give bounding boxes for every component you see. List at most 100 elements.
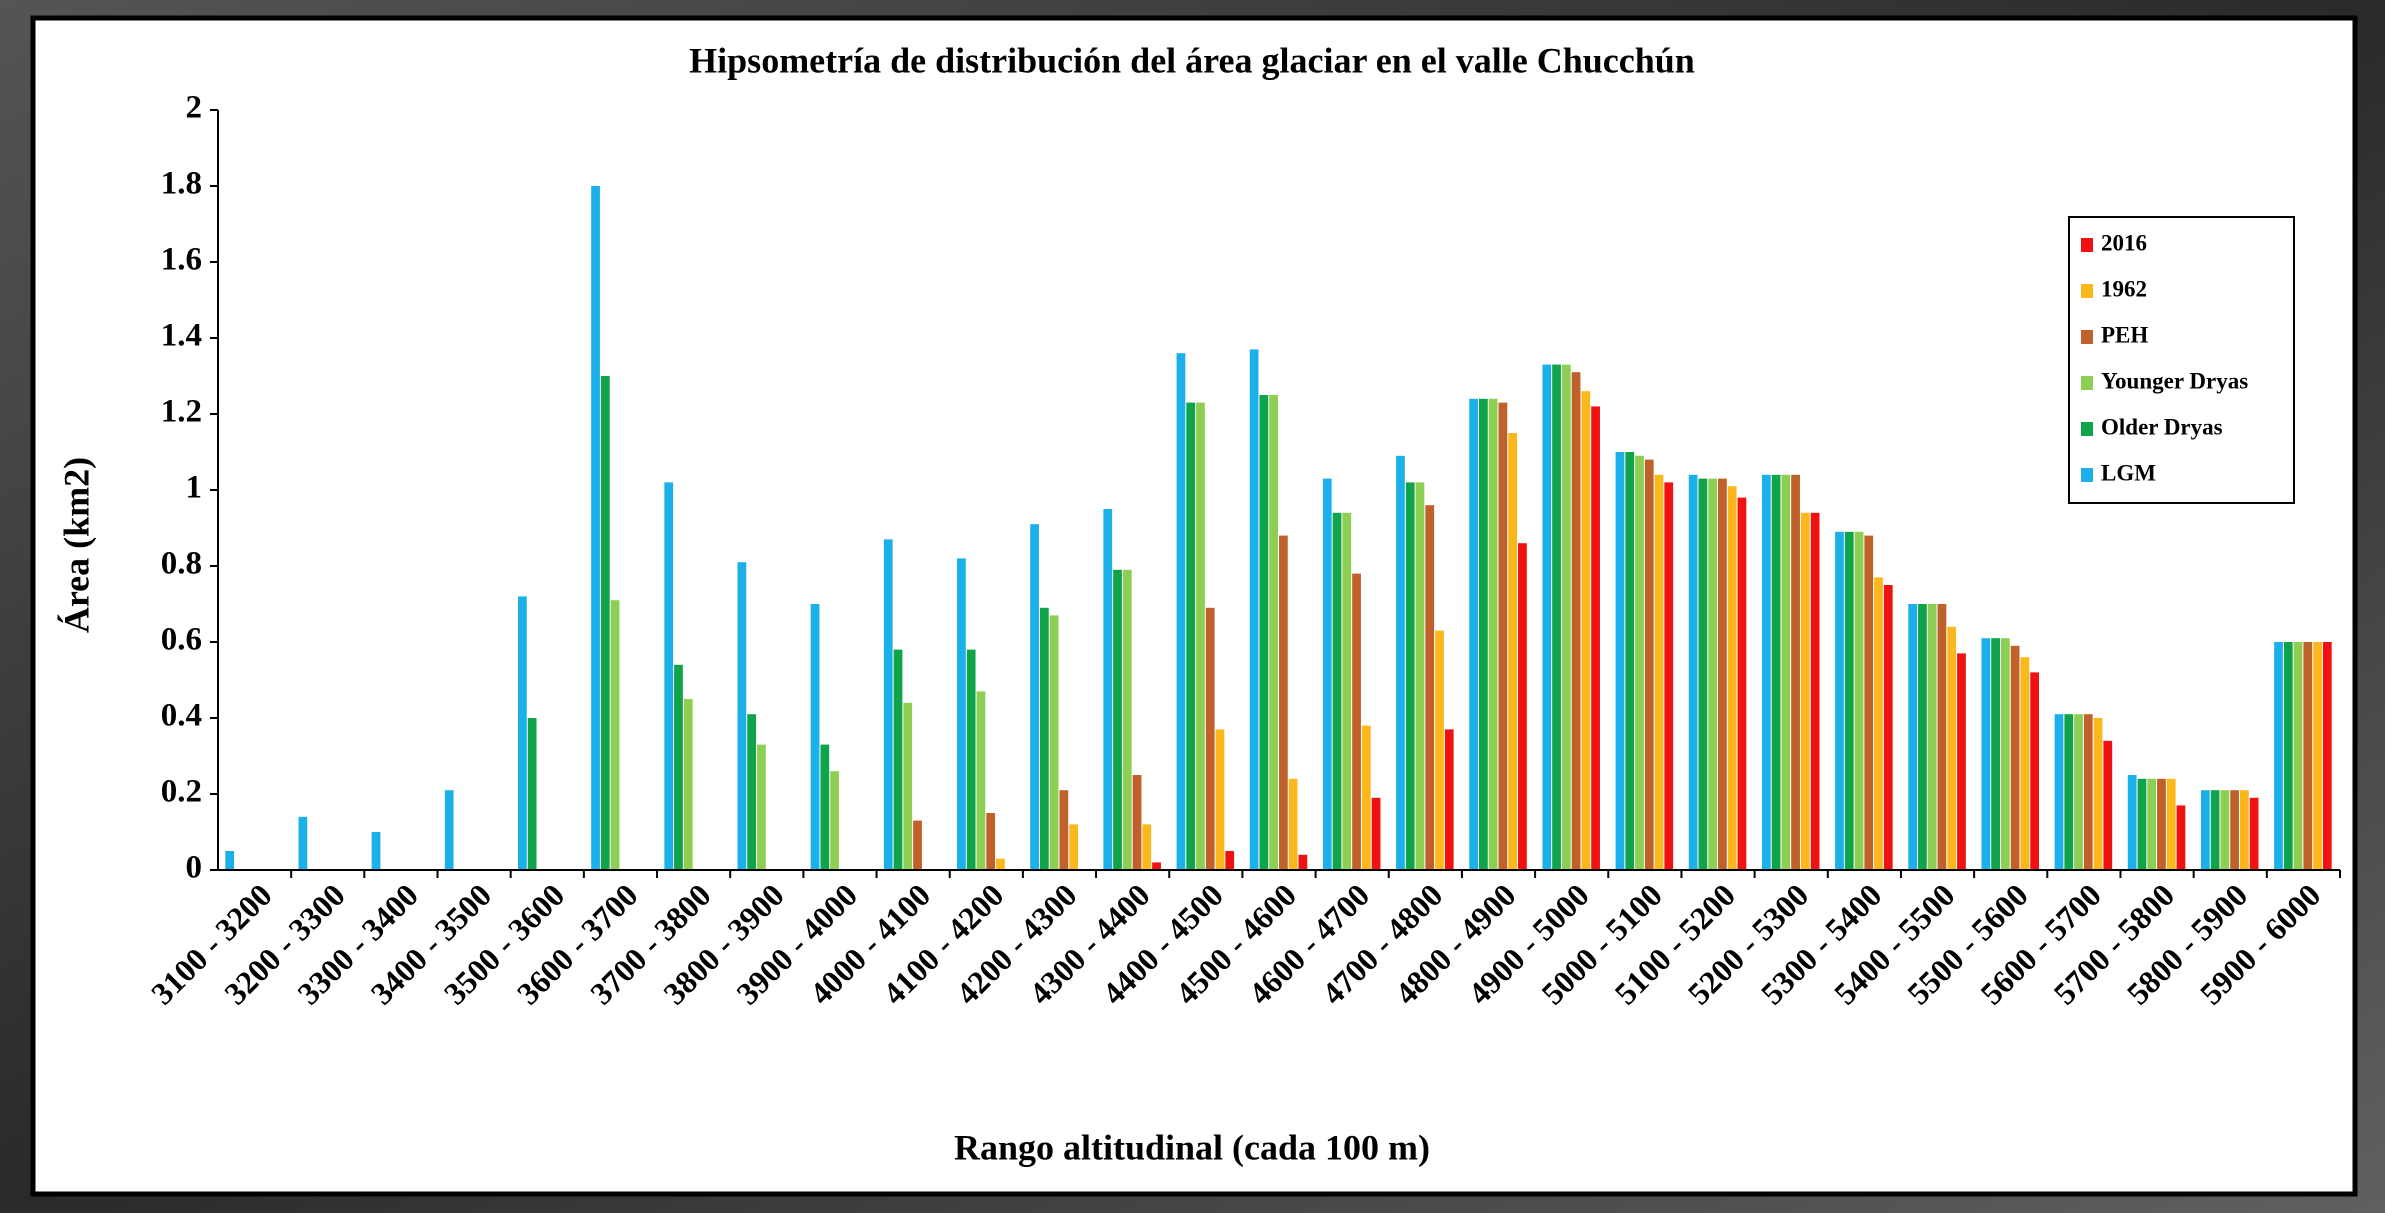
bar <box>518 596 527 870</box>
bar <box>2313 642 2322 870</box>
bar <box>1835 532 1844 870</box>
bar <box>1542 365 1551 870</box>
y-tick-label: 2 <box>186 90 203 126</box>
bar <box>1928 604 1937 870</box>
x-axis-title: Rango altitudinal (cada 100 m) <box>954 1127 1430 1167</box>
bar <box>1664 482 1673 870</box>
bar <box>1269 395 1278 870</box>
legend-swatch <box>2081 422 2093 436</box>
bar <box>1562 365 1571 870</box>
bar <box>1250 349 1259 870</box>
bar <box>1416 482 1425 870</box>
bar <box>1323 479 1332 870</box>
legend-label: 1962 <box>2101 276 2147 301</box>
bar <box>967 650 976 870</box>
legend-swatch <box>2081 468 2093 482</box>
bar <box>1225 851 1234 870</box>
bar <box>1781 475 1790 870</box>
bar <box>2094 718 2103 870</box>
bar <box>2020 657 2029 870</box>
bar <box>1811 513 1820 870</box>
bar <box>2323 642 2332 870</box>
bar <box>1299 855 1308 870</box>
bar <box>298 817 307 870</box>
bar <box>1845 532 1854 870</box>
bar <box>2128 775 2137 870</box>
y-axis-title: Área (km2) <box>56 457 96 633</box>
bar <box>1469 399 1478 870</box>
bar <box>1352 574 1361 870</box>
bar <box>1406 482 1415 870</box>
bar <box>2138 779 2147 870</box>
bar <box>1133 775 1142 870</box>
bar <box>225 851 234 870</box>
bar <box>684 699 693 870</box>
bar <box>1518 543 1527 870</box>
bar <box>2084 714 2093 870</box>
bar <box>1762 475 1771 870</box>
bar <box>1591 406 1600 870</box>
bar <box>2240 790 2249 870</box>
legend-swatch <box>2081 238 2093 252</box>
y-tick-label: 1.8 <box>161 166 202 202</box>
bar <box>1738 498 1747 870</box>
bar <box>2167 779 2176 870</box>
bar <box>747 714 756 870</box>
bar <box>1791 475 1800 870</box>
bar <box>1040 608 1049 870</box>
bar <box>1581 391 1590 870</box>
bar <box>1206 608 1215 870</box>
bar <box>2064 714 2073 870</box>
bar <box>2074 714 2083 870</box>
bar <box>2211 790 2220 870</box>
bar <box>2201 790 2210 870</box>
legend-label: PEH <box>2101 322 2148 347</box>
y-tick-label: 0.2 <box>161 774 202 810</box>
bar <box>996 859 1005 870</box>
bar <box>1625 452 1634 870</box>
page: Hipsometría de distribución del área gla… <box>0 0 2385 1213</box>
bar <box>1396 456 1405 870</box>
bar <box>1864 536 1873 870</box>
bar <box>1981 638 1990 870</box>
bar <box>2250 798 2259 870</box>
bar <box>1884 585 1893 870</box>
bar <box>1059 790 1068 870</box>
bar <box>820 745 829 870</box>
bar <box>1728 486 1737 870</box>
bar <box>1152 862 1161 870</box>
bar <box>1123 570 1132 870</box>
bar <box>1616 452 1625 870</box>
bar <box>2294 642 2303 870</box>
chart: Hipsometría de distribución del área gla… <box>0 0 2385 1213</box>
bar <box>1177 353 1186 870</box>
bar <box>528 718 537 870</box>
bar <box>445 790 454 870</box>
bar <box>1918 604 1927 870</box>
bar <box>2030 672 2039 870</box>
bar <box>1050 615 1059 870</box>
y-tick-label: 1 <box>186 470 203 506</box>
bar <box>1689 475 1698 870</box>
bar <box>1333 513 1342 870</box>
bar <box>1908 604 1917 870</box>
bar <box>1342 513 1351 870</box>
bar <box>1425 505 1434 870</box>
bar <box>1279 536 1288 870</box>
bar <box>1947 627 1956 870</box>
chart-title: Hipsometría de distribución del área gla… <box>689 40 1695 80</box>
bar <box>884 539 893 870</box>
bar <box>1772 475 1781 870</box>
bar <box>1479 399 1488 870</box>
bar <box>1435 631 1444 870</box>
bar <box>1259 395 1268 870</box>
bar <box>903 703 912 870</box>
bar <box>1069 824 1078 870</box>
bar <box>664 482 673 870</box>
legend-label: Older Dryas <box>2101 414 2223 439</box>
bar <box>2103 741 2112 870</box>
bar <box>1289 779 1298 870</box>
bar <box>1103 509 1112 870</box>
bar <box>977 691 986 870</box>
bar <box>1718 479 1727 870</box>
